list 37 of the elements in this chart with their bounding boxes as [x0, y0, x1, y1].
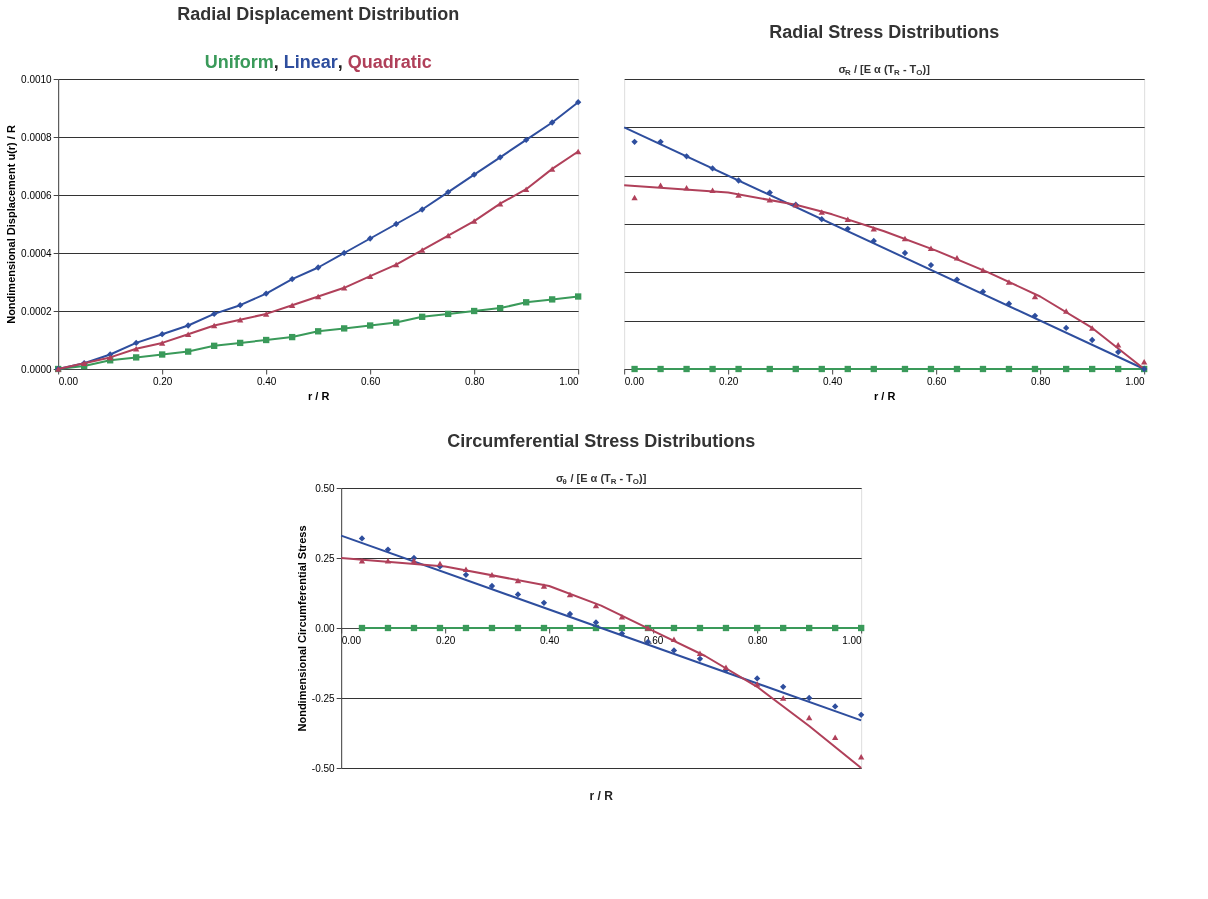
x-tick-label: 0.60 — [926, 375, 947, 387]
x-tick-label: 0.00 — [624, 375, 645, 387]
x-tick-label: 0.60 — [360, 375, 381, 387]
x-axis-title: r / R — [307, 389, 330, 402]
chart-title: Radial Displacement Distribution — [177, 4, 460, 24]
x-axis-title: r / R — [873, 389, 896, 402]
x-tick-label: 0.20 — [718, 375, 739, 387]
chart-title: Circumferential Stress Distributions — [447, 431, 756, 451]
y-axis-title: Nondimensional Displacement u(r) / R — [5, 125, 18, 324]
y-tick-label: 0.50 — [315, 482, 336, 494]
x-tick-label: 0.40 — [256, 375, 277, 387]
y-tick-label: 0.0006 — [21, 189, 53, 201]
x-tick-label: 0.40 — [539, 634, 560, 646]
y-tick-label: 0.0000 — [21, 363, 53, 375]
y-tick-label: -0.50 — [311, 762, 336, 774]
y-tick-label: 0.0004 — [21, 247, 53, 259]
y-axis-title: Nondimensional Circumferential Stress — [295, 525, 308, 732]
x-axis-title: r / R — [589, 789, 614, 803]
chart-subtitle: Uniform, Linear, Quadratic — [204, 52, 432, 72]
x-tick-label: 1.00 — [842, 634, 863, 646]
y-tick-label: -0.25 — [311, 692, 336, 704]
y-tick-label: 0.25 — [315, 552, 336, 564]
y-tick-label: 0.00 — [315, 622, 336, 634]
x-tick-label: 0.00 — [341, 634, 362, 646]
x-tick-label: 0.40 — [822, 375, 843, 387]
x-tick-label: 0.80 — [464, 375, 485, 387]
x-tick-label: 0.80 — [1030, 375, 1051, 387]
x-tick-label: 0.80 — [747, 634, 768, 646]
x-tick-label: 1.00 — [1125, 375, 1146, 387]
x-tick-label: 0.00 — [58, 375, 79, 387]
y-tick-label: 0.0010 — [21, 73, 53, 85]
x-tick-label: 1.00 — [559, 375, 580, 387]
x-tick-label: 0.20 — [152, 375, 173, 387]
chart-title: Radial Stress Distributions — [769, 22, 1000, 42]
y-tick-label: 0.0002 — [21, 305, 53, 317]
x-tick-label: 0.20 — [435, 634, 456, 646]
y-tick-label: 0.0008 — [21, 131, 53, 143]
